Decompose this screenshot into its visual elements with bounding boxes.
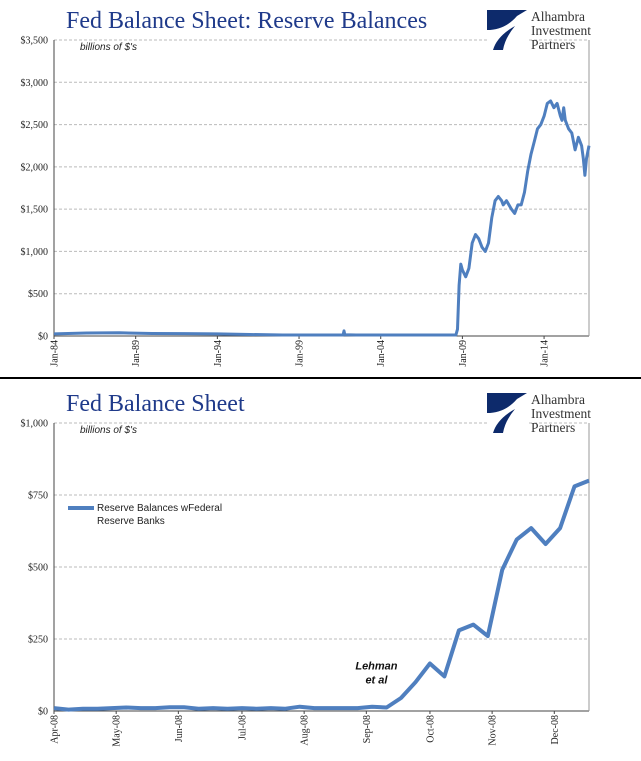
logo-line-2: Investment [531,406,591,421]
alhambra-logo: Alhambra Investment Partners [487,10,627,54]
y-tick-label: $250 [28,635,48,646]
y-tick-label: $1,500 [21,205,49,216]
panel-separator [0,377,641,379]
chart-title: Fed Balance Sheet [66,391,245,417]
x-tick-label: Apr-08 [50,715,61,744]
x-tick-label: Jan-84 [50,340,61,367]
chart-title: Fed Balance Sheet: Reserve Balances [66,8,428,34]
y-tick-label: $750 [28,491,48,502]
x-tick-label: Jan-04 [376,340,387,367]
y-tick-label: $0 [38,707,48,718]
y-tick-label: $3,000 [21,78,49,89]
annotation-label: et al [365,675,388,687]
units-label: billions of $'s [80,425,137,436]
reserve-balances-chart: $0 $500 $1,000 $1,500 $2,000 $2,500 $3,000 $3,5… [21,36,591,367]
units-label: billions of $'s [80,42,137,53]
y-tick-label: $500 [28,563,48,574]
logo-line-1: Alhambra [531,9,585,24]
y-tick-label: $1,000 [21,419,49,430]
logo-line-2: Investment [531,23,591,38]
x-tick-label: Jan-94 [213,340,224,367]
reserve-balances-panel: $0 $500 $1,000 $1,500 $2,000 $2,500 $3,000 $3,5… [0,0,641,373]
y-tick-label: $1,000 [21,247,49,258]
x-tick-label: Oct-08 [425,715,436,743]
x-tick-label: Jan-99 [295,340,306,367]
x-tick-label: Jun-08 [174,715,185,742]
logo-line-1: Alhambra [531,392,585,407]
y-tick-label: $3,500 [21,36,49,47]
x-tick-label: Dec-08 [550,715,561,744]
series-line [53,478,590,712]
annotation-label: Lehman [355,661,397,673]
x-tick-label: Sep-08 [362,715,373,743]
x-tick-label: May-08 [112,715,123,747]
fed-balance-sheet-chart: $0 $250 $500 $750 $1,000 Apr-08 May-08 Jun-08 Ju… [21,419,590,747]
alhambra-logo: Alhambra Investment Partners [487,393,627,437]
legend-label: Reserve Balances wFederal [97,503,222,514]
y-tick-label: $0 [38,332,48,343]
y-tick-label: $500 [28,289,48,300]
alhambra-logo-icon [487,10,527,50]
series-line [53,99,591,337]
x-tick-label: Nov-08 [488,715,499,746]
x-tick-label: Jul-08 [237,715,248,740]
legend-label: Reserve Banks [97,516,165,527]
logo-line-3: Partners [531,37,576,52]
x-tick-label: Jan-89 [131,340,142,367]
x-tick-label: Aug-08 [300,715,311,746]
y-tick-label: $2,500 [21,120,49,131]
fed-balance-sheet-panel: $0 $250 $500 $750 $1,000 Apr-08 May-08 Jun-08 Ju… [0,383,641,761]
logo-line-3: Partners [531,420,576,435]
alhambra-logo-icon [487,393,527,433]
x-tick-label: Jan-09 [458,340,469,367]
x-tick-label: Jan-14 [540,340,551,367]
y-tick-label: $2,000 [21,162,49,173]
